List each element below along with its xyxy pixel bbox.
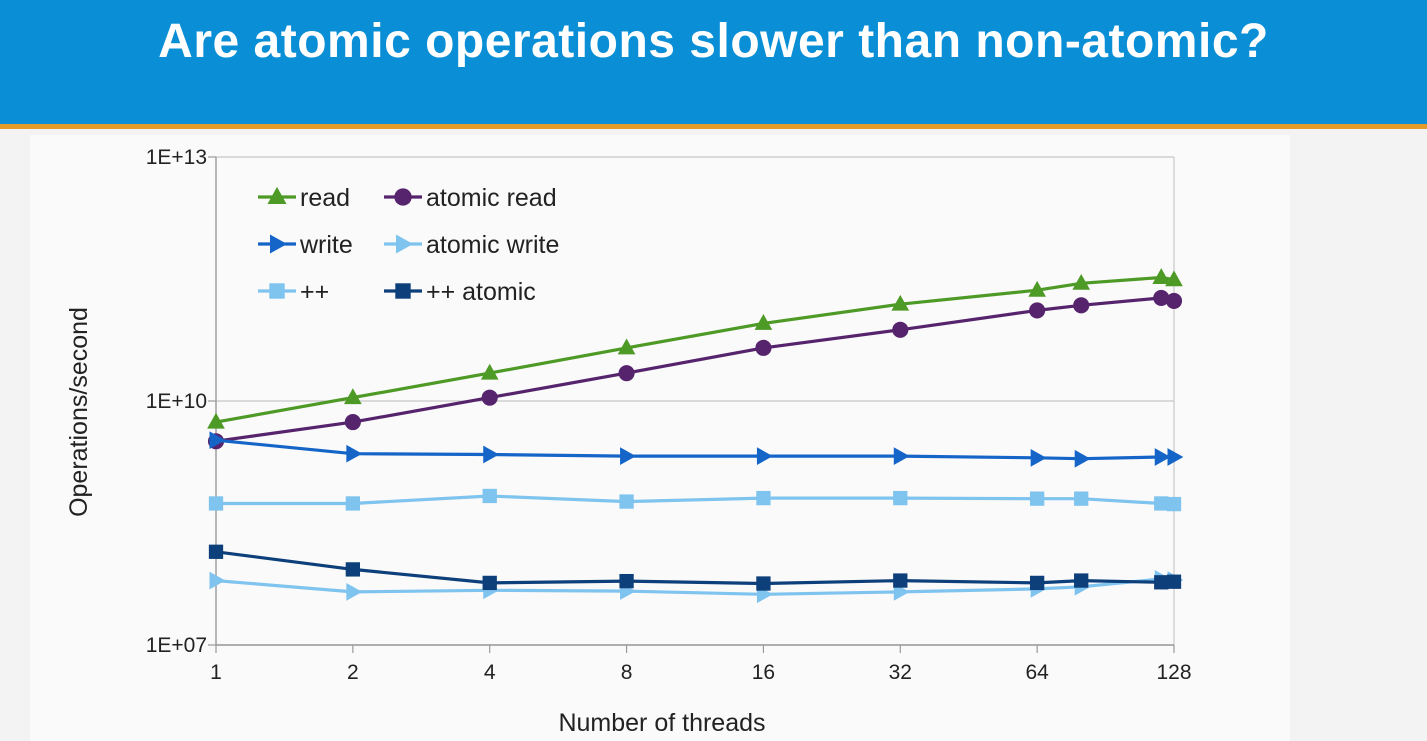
title-banner (0, 0, 1427, 124)
x-tick-label: 2 (347, 661, 359, 684)
legend-item-atomic-write: atomic write (384, 231, 559, 259)
data-point (620, 447, 636, 465)
data-point (1029, 302, 1046, 319)
data-point (756, 490, 771, 506)
series-increment-atomic (208, 544, 1182, 591)
data-point (1165, 270, 1183, 287)
series-atomic-read (207, 289, 1183, 450)
data-point (208, 544, 224, 559)
data-point (346, 444, 363, 463)
data-point (891, 294, 910, 311)
y-tick-label: 1E+13 (146, 146, 207, 169)
data-point (1153, 289, 1170, 306)
legend-label: write (299, 231, 353, 259)
y-tick-label: 1E+07 (146, 634, 207, 657)
data-point (1074, 449, 1091, 468)
data-point (482, 575, 497, 591)
data-point (481, 389, 498, 406)
data-point (755, 339, 772, 356)
x-tick-label: 16 (752, 661, 775, 684)
legend: read atomic read write atomic write ++ ++ ato… (258, 184, 559, 306)
legend-label: read (300, 184, 350, 212)
data-point (482, 488, 497, 504)
x-tick-label: 4 (484, 661, 496, 684)
series-layer (207, 268, 1184, 604)
x-tick-label: 64 (1025, 661, 1049, 684)
data-point (619, 573, 634, 589)
series-line (215, 438, 1174, 461)
x-tick-label: 128 (1156, 661, 1191, 684)
data-point (480, 363, 499, 380)
data-point (1167, 448, 1184, 466)
legend-item-increment: ++ (258, 278, 329, 306)
data-point (893, 490, 908, 506)
data-point (1154, 575, 1169, 590)
data-point (346, 583, 363, 601)
series-line (215, 275, 1175, 424)
data-point (209, 431, 226, 450)
data-point (1030, 449, 1047, 467)
data-point (893, 573, 908, 588)
axis-layer: 1E+07 1E+10 1E+13 1 2 4 8 16 32 64 128 (146, 146, 1192, 684)
data-point (1154, 496, 1169, 511)
data-point (345, 562, 361, 577)
legend-marker (394, 188, 412, 206)
x-tick-label: 1 (210, 661, 222, 684)
data-point (483, 445, 500, 464)
legend-label: ++ atomic (426, 278, 536, 306)
data-point (1166, 574, 1182, 589)
legend-label: atomic read (426, 184, 557, 212)
data-point (1029, 575, 1045, 591)
data-point (619, 494, 634, 509)
legend-item-write: write (258, 231, 353, 259)
data-point (207, 412, 225, 429)
legend-item-read: read (258, 184, 350, 212)
x-axis-title: Number of threads (558, 709, 765, 737)
legend-marker (270, 234, 288, 254)
data-point (1028, 280, 1046, 297)
data-point (1072, 273, 1091, 290)
data-point (1074, 573, 1089, 588)
series-write (209, 431, 1184, 468)
data-point (209, 571, 226, 590)
legend-marker (269, 283, 285, 299)
y-axis-title: Operations/second (65, 307, 93, 517)
data-point (617, 338, 636, 355)
series-line (215, 550, 1175, 586)
data-point (1074, 491, 1089, 506)
slide-title: Are atomic operations slower than non-at… (158, 15, 1269, 68)
data-point (1152, 268, 1171, 284)
data-point (1073, 297, 1090, 314)
series-increment (208, 488, 1182, 512)
data-point (1166, 496, 1182, 512)
legend-label: atomic write (426, 231, 559, 259)
legend-label: ++ (300, 278, 329, 306)
data-point (892, 321, 909, 338)
series-line (216, 494, 1175, 506)
data-point (754, 314, 773, 330)
legend-marker (267, 186, 287, 204)
data-point (1029, 491, 1045, 506)
legend-marker (396, 234, 414, 254)
data-point (345, 496, 361, 511)
x-tick-label: 32 (889, 661, 912, 684)
legend-marker (395, 283, 411, 299)
data-point (893, 447, 910, 465)
data-point (756, 447, 773, 465)
data-point (618, 365, 635, 382)
data-point (208, 496, 224, 511)
data-point (756, 576, 771, 591)
legend-item-atomic-read: atomic read (384, 184, 557, 212)
title-rule (0, 124, 1427, 129)
y-tick-label: 1E+10 (146, 390, 207, 413)
x-tick-label: 8 (621, 661, 633, 684)
data-point (344, 414, 361, 431)
legend-item-increment-atomic: ++ atomic (384, 278, 536, 306)
series-read (207, 268, 1183, 429)
series-line (215, 296, 1175, 443)
data-point (1165, 292, 1183, 309)
data-point (1154, 448, 1171, 466)
data-point (344, 388, 362, 405)
